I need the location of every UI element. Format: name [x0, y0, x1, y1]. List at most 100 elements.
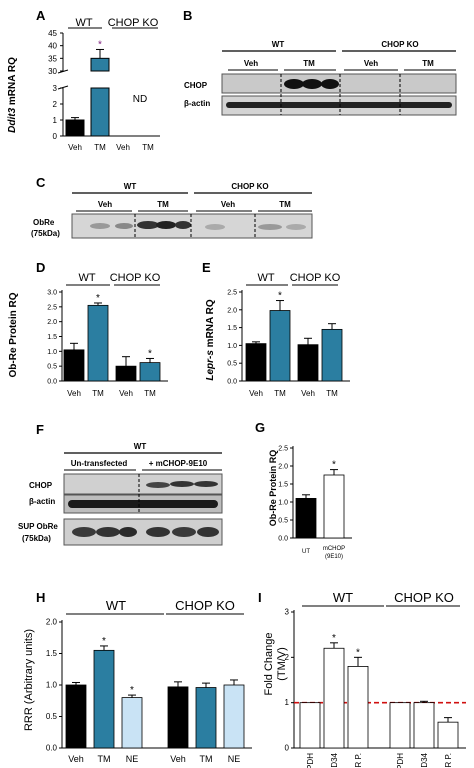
y-tick-label: 0.0 [227, 379, 237, 386]
category-label: TM [200, 754, 213, 764]
y-tick-label: 0 [285, 744, 290, 753]
y-tick-label: 2 [285, 653, 290, 662]
blot-bands-obre [90, 221, 306, 230]
blot-image-chop [63, 473, 223, 495]
y-tick-label: 1.5 [46, 649, 58, 658]
panel-letter-b: B [183, 8, 192, 23]
y-axis-label: Ddit3 mRNA RQ [7, 57, 18, 133]
category-label: mCHOP [323, 546, 345, 552]
bar [90, 87, 110, 137]
blot-bands-actin [68, 500, 218, 508]
panel-letter-a: A [36, 8, 46, 23]
bar [87, 304, 109, 382]
y-axis-label: Ob-Re Protein RQ [268, 450, 278, 527]
category-label: Veh [68, 754, 84, 764]
blot-row-label: ObRe [33, 218, 55, 227]
panel-letter-i: I [258, 590, 262, 605]
significance-marker: * [96, 293, 100, 304]
y-axis-label: Ob-Re Protein RQ [8, 292, 19, 377]
y-tick-label: 1 [53, 116, 58, 125]
blot-bands-actin [226, 102, 452, 108]
y-tick-label: 0.5 [46, 712, 58, 721]
y-tick-label: 0 [53, 132, 58, 141]
lane-label: Veh [98, 200, 112, 209]
panel-letter-e: E [202, 260, 211, 275]
y-tick-label: 1.5 [47, 334, 57, 341]
category-label: GADD34 [420, 752, 429, 768]
group-label-wt: WT [78, 272, 95, 284]
bar [121, 697, 143, 749]
category-label: NE [126, 754, 139, 764]
significance-marker: * [102, 636, 106, 647]
y-tick-label: 45 [48, 29, 57, 38]
bar [297, 344, 319, 382]
y-tick-label: 2 [53, 100, 58, 109]
category-label: TM [92, 389, 104, 398]
significance-marker: * [98, 39, 102, 50]
bar [139, 362, 161, 382]
category-label: TM [142, 143, 154, 152]
y-tick-label: 1 [285, 698, 290, 707]
category-label: NE [228, 754, 241, 764]
significance-marker: * [332, 460, 336, 471]
y-tick-label: 2.5 [227, 290, 237, 297]
blot-header-wt: WT [134, 442, 147, 451]
category-label: GAPDH [306, 753, 315, 768]
lane-label: Veh [221, 200, 235, 209]
blot-bands-chop [146, 481, 218, 488]
lane-label: TM [422, 59, 434, 68]
lane-label: Veh [364, 59, 378, 68]
panel-letter-c: C [36, 175, 46, 190]
panel-letter-d: D [36, 260, 45, 275]
blot-bands-sup-obre [72, 527, 219, 537]
category-label: TM [98, 754, 111, 764]
y-tick-label: 2.5 [47, 304, 57, 311]
bar [299, 702, 321, 749]
group-label-ko: CHOP KO [394, 590, 454, 605]
group-label-ko: CHOP KO [110, 272, 161, 284]
blot-header-right: + mCHOP-9E10 [149, 459, 208, 468]
panel-letter-f: F [36, 422, 44, 437]
y-tick-label: 2.0 [46, 618, 58, 627]
blot-row-label: CHOP [29, 481, 53, 490]
y-tick-label: 1.0 [227, 343, 237, 350]
category-label: TM [94, 143, 106, 152]
y-tick-label: 1.0 [46, 681, 58, 690]
significance-marker: * [332, 633, 336, 644]
y-tick-label: 35 [48, 54, 57, 63]
category-label: GAPDH [396, 753, 405, 768]
significance-marker: * [130, 685, 134, 696]
bar [223, 684, 245, 749]
blot-bands-chop [284, 79, 339, 89]
blot-header-wt: WT [272, 40, 285, 49]
panel-letter-h: H [36, 590, 45, 605]
category-label: Ob-R P. [354, 753, 363, 768]
bar [65, 684, 87, 749]
blot-row-label: β-actin [29, 497, 55, 506]
lane-label: TM [303, 59, 315, 68]
blot-row-label: CHOP [184, 81, 208, 90]
blot-row-label: (75kDa) [31, 229, 60, 238]
blot-header-left: Un-transfected [71, 459, 128, 468]
y-tick-label: 0.0 [47, 379, 57, 386]
group-label-ko: CHOP KO [108, 17, 159, 29]
category-label: Veh [67, 389, 81, 398]
lane-label: Veh [244, 59, 258, 68]
bar [63, 349, 85, 382]
bar [115, 365, 137, 382]
bar [269, 310, 291, 382]
y-tick-label: 3 [285, 608, 290, 617]
bar [321, 328, 343, 382]
bar [413, 702, 435, 749]
y-axis-label: RRR (Arbitrary units) [23, 629, 35, 731]
category-label: Veh [301, 389, 315, 398]
blot-header-wt: WT [124, 182, 137, 191]
y-tick-label: 1.5 [278, 482, 288, 489]
nd-label: ND [133, 94, 147, 105]
category-label: Veh [119, 389, 133, 398]
bar [323, 647, 345, 749]
category-label: Veh [170, 754, 186, 764]
bar [167, 686, 189, 749]
bar [65, 119, 85, 137]
